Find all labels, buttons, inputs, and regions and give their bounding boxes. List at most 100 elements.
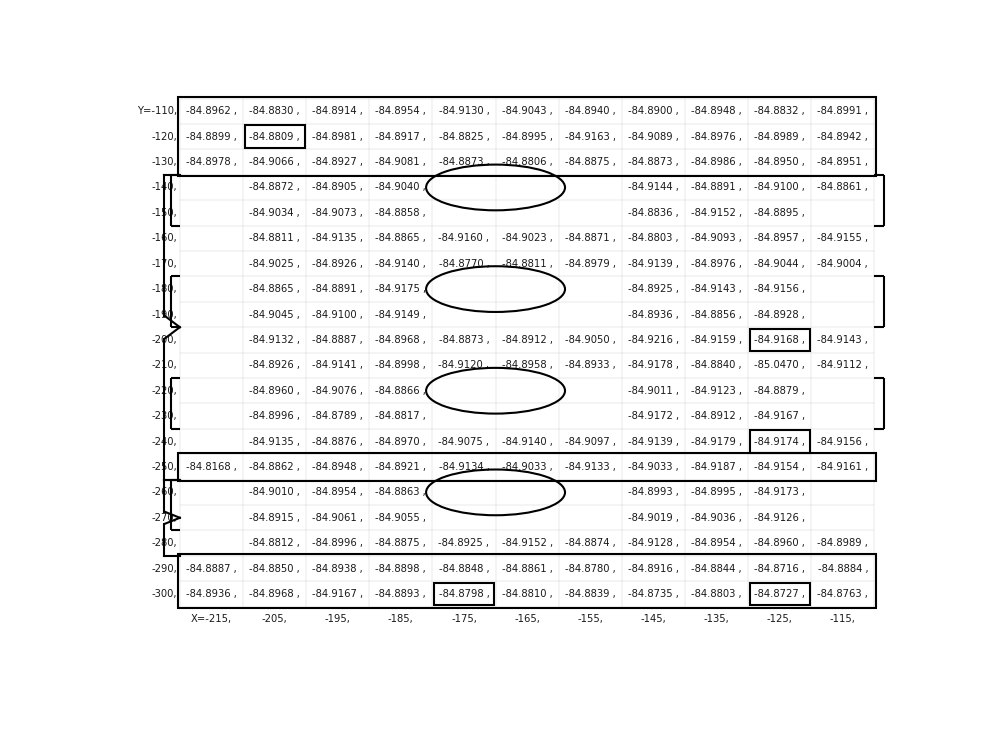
Text: -84.9044 ,: -84.9044 , bbox=[754, 259, 805, 269]
Text: -84.9175 ,: -84.9175 , bbox=[375, 284, 426, 294]
Text: -84.8995 ,: -84.8995 , bbox=[691, 487, 742, 498]
Text: -84.8812 ,: -84.8812 , bbox=[249, 538, 300, 548]
Text: -205,: -205, bbox=[262, 615, 287, 624]
Text: -84.8978 ,: -84.8978 , bbox=[186, 157, 237, 167]
Text: -175,: -175, bbox=[451, 615, 477, 624]
Text: -84.9159 ,: -84.9159 , bbox=[691, 335, 742, 345]
Text: Y=-110,: Y=-110, bbox=[137, 106, 177, 116]
Text: -84.8858 ,: -84.8858 , bbox=[375, 208, 426, 218]
Text: -250,: -250, bbox=[151, 462, 177, 472]
Text: -195,: -195, bbox=[325, 615, 351, 624]
Text: -84.8830 ,: -84.8830 , bbox=[249, 106, 300, 116]
Text: -84.8968 ,: -84.8968 , bbox=[375, 335, 426, 345]
Text: -84.8865 ,: -84.8865 , bbox=[249, 284, 300, 294]
Text: -84.9025 ,: -84.9025 , bbox=[249, 259, 300, 269]
Text: -84.8839 ,: -84.8839 , bbox=[565, 589, 616, 599]
Text: -84.8957 ,: -84.8957 , bbox=[754, 234, 805, 243]
Text: -84.9019 ,: -84.9019 , bbox=[628, 513, 679, 523]
Text: -84.8809 ,: -84.8809 , bbox=[249, 132, 300, 141]
Text: -84.9010 ,: -84.9010 , bbox=[249, 487, 300, 498]
Text: -84.8962 ,: -84.8962 , bbox=[186, 106, 237, 116]
Text: -84.8817 ,: -84.8817 , bbox=[375, 411, 426, 421]
Text: -84.8958 ,: -84.8958 , bbox=[502, 360, 553, 371]
Text: -84.8926 ,: -84.8926 , bbox=[249, 360, 300, 371]
Text: -84.9043 ,: -84.9043 , bbox=[502, 106, 553, 116]
Text: -84.8933 ,: -84.8933 , bbox=[565, 360, 616, 371]
Text: -84.8912 ,: -84.8912 , bbox=[691, 411, 742, 421]
Text: -84.9178 ,: -84.9178 , bbox=[628, 360, 679, 371]
Text: -84.9100 ,: -84.9100 , bbox=[312, 310, 363, 319]
Text: -84.9076 ,: -84.9076 , bbox=[312, 385, 363, 396]
Text: -84.9055 ,: -84.9055 , bbox=[375, 513, 426, 523]
Text: -84.8825 ,: -84.8825 , bbox=[439, 132, 489, 141]
Text: -84.8968 ,: -84.8968 , bbox=[249, 589, 300, 599]
Text: -84.8884 ,: -84.8884 , bbox=[818, 564, 868, 574]
Text: -84.9073 ,: -84.9073 , bbox=[312, 208, 363, 218]
Text: -84.9167 ,: -84.9167 , bbox=[754, 411, 805, 421]
Text: -84.8942 ,: -84.8942 , bbox=[817, 132, 868, 141]
Text: -84.8921 ,: -84.8921 , bbox=[375, 462, 426, 472]
Text: -84.8989 ,: -84.8989 , bbox=[817, 538, 868, 548]
Text: -160,: -160, bbox=[151, 234, 177, 243]
Text: -84.8803 ,: -84.8803 , bbox=[691, 589, 742, 599]
Text: -84.8836 ,: -84.8836 , bbox=[628, 208, 679, 218]
Text: -84.9168 ,: -84.9168 , bbox=[754, 335, 805, 345]
Text: -155,: -155, bbox=[577, 615, 603, 624]
Text: -84.8863 ,: -84.8863 , bbox=[375, 487, 426, 498]
Text: -84.9163 ,: -84.9163 , bbox=[565, 132, 616, 141]
Text: -84.8925 ,: -84.8925 , bbox=[438, 538, 489, 548]
Text: -84.8770 ,: -84.8770 , bbox=[439, 259, 489, 269]
Text: -84.9045 ,: -84.9045 , bbox=[249, 310, 300, 319]
Text: -84.9135 ,: -84.9135 , bbox=[249, 437, 300, 446]
Bar bbox=[178, 554, 876, 609]
Text: -84.8936 ,: -84.8936 , bbox=[186, 589, 237, 599]
Text: -84.9139 ,: -84.9139 , bbox=[628, 437, 679, 446]
Text: -84.8887 ,: -84.8887 , bbox=[312, 335, 363, 345]
Text: -84.9152 ,: -84.9152 , bbox=[691, 208, 742, 218]
Text: -200,: -200, bbox=[151, 335, 177, 345]
Text: -120,: -120, bbox=[151, 132, 177, 141]
Text: -84.9144 ,: -84.9144 , bbox=[628, 182, 679, 193]
Text: -165,: -165, bbox=[514, 615, 540, 624]
Text: -170,: -170, bbox=[151, 259, 177, 269]
Text: -84.9130 ,: -84.9130 , bbox=[439, 106, 489, 116]
Text: -84.9093 ,: -84.9093 , bbox=[691, 234, 742, 243]
Text: -84.9174 ,: -84.9174 , bbox=[754, 437, 805, 446]
Text: -84.8989 ,: -84.8989 , bbox=[754, 132, 805, 141]
Text: -84.8940 ,: -84.8940 , bbox=[565, 106, 616, 116]
Text: -84.9154 ,: -84.9154 , bbox=[754, 462, 805, 472]
Bar bbox=[178, 97, 876, 176]
Text: -240,: -240, bbox=[151, 437, 177, 446]
Text: -84.8840 ,: -84.8840 , bbox=[691, 360, 742, 371]
Text: -84.9134 ,: -84.9134 , bbox=[439, 462, 489, 472]
Text: -84.8948 ,: -84.8948 , bbox=[691, 106, 742, 116]
Text: -84.8928 ,: -84.8928 , bbox=[754, 310, 805, 319]
Text: -145,: -145, bbox=[641, 615, 666, 624]
Text: -84.8981 ,: -84.8981 , bbox=[312, 132, 363, 141]
Text: -84.9172 ,: -84.9172 , bbox=[628, 411, 679, 421]
Text: -84.9123 ,: -84.9123 , bbox=[691, 385, 742, 396]
Text: -280,: -280, bbox=[151, 538, 177, 548]
Text: -84.8976 ,: -84.8976 , bbox=[691, 132, 742, 141]
Text: -84.8873 ,: -84.8873 , bbox=[439, 157, 489, 167]
Text: X=-215,: X=-215, bbox=[191, 615, 232, 624]
Text: -84.8895 ,: -84.8895 , bbox=[754, 208, 805, 218]
Text: -84.9066 ,: -84.9066 , bbox=[249, 157, 300, 167]
Text: -84.8865 ,: -84.8865 , bbox=[375, 234, 426, 243]
Text: -84.8876 ,: -84.8876 , bbox=[312, 437, 363, 446]
Text: -290,: -290, bbox=[151, 564, 177, 574]
Text: -84.9143 ,: -84.9143 , bbox=[691, 284, 742, 294]
Text: -84.8991 ,: -84.8991 , bbox=[817, 106, 868, 116]
Text: -84.9033 ,: -84.9033 , bbox=[502, 462, 553, 472]
Text: -84.9179 ,: -84.9179 , bbox=[691, 437, 742, 446]
Text: -84.8899 ,: -84.8899 , bbox=[186, 132, 237, 141]
Text: -84.9149 ,: -84.9149 , bbox=[375, 310, 426, 319]
Text: -84.8850 ,: -84.8850 , bbox=[249, 564, 300, 574]
Text: -84.8914 ,: -84.8914 , bbox=[312, 106, 363, 116]
Text: -84.9004 ,: -84.9004 , bbox=[817, 259, 868, 269]
Text: -84.8844 ,: -84.8844 , bbox=[691, 564, 742, 574]
Text: -84.9034 ,: -84.9034 , bbox=[249, 208, 300, 218]
Text: -84.9061 ,: -84.9061 , bbox=[312, 513, 363, 523]
Text: -84.9112 ,: -84.9112 , bbox=[817, 360, 868, 371]
Text: -84.8866 ,: -84.8866 , bbox=[375, 385, 426, 396]
